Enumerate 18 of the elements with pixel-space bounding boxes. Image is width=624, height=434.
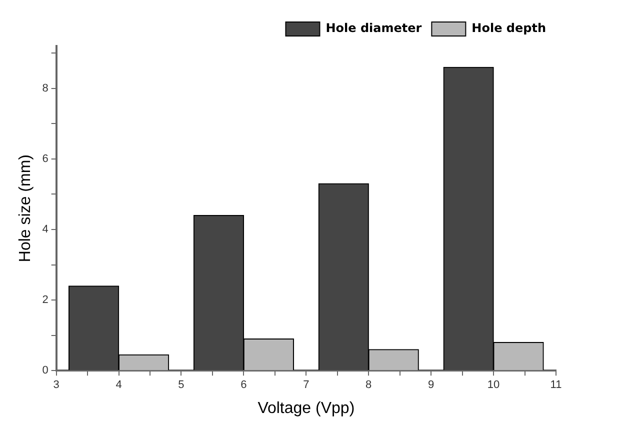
- y-axis-title: Hole size (mm): [17, 154, 34, 262]
- x-axis-title: Voltage (Vpp): [258, 400, 355, 417]
- x-tick-label: 7: [303, 379, 310, 392]
- x-tick-label: 10: [487, 379, 500, 392]
- y-tick-label: 6: [42, 152, 48, 165]
- x-tick-label: 5: [178, 379, 184, 392]
- y-tick-label: 8: [42, 82, 48, 94]
- x-tick-label: 6: [240, 379, 247, 392]
- x-tick-label: 4: [116, 379, 122, 392]
- y-tick-label: 0: [42, 364, 48, 377]
- x-tick-label: 8: [366, 379, 372, 392]
- x-tick-label: 11: [550, 379, 562, 392]
- x-tick-label: 9: [428, 379, 434, 392]
- y-tick-label: 2: [42, 294, 48, 306]
- legend-label: Hole diameter: [326, 21, 422, 36]
- legend-label: Hole depth: [472, 21, 546, 36]
- x-tick-label: 3: [53, 379, 60, 392]
- y-tick-label: 4: [42, 224, 48, 236]
